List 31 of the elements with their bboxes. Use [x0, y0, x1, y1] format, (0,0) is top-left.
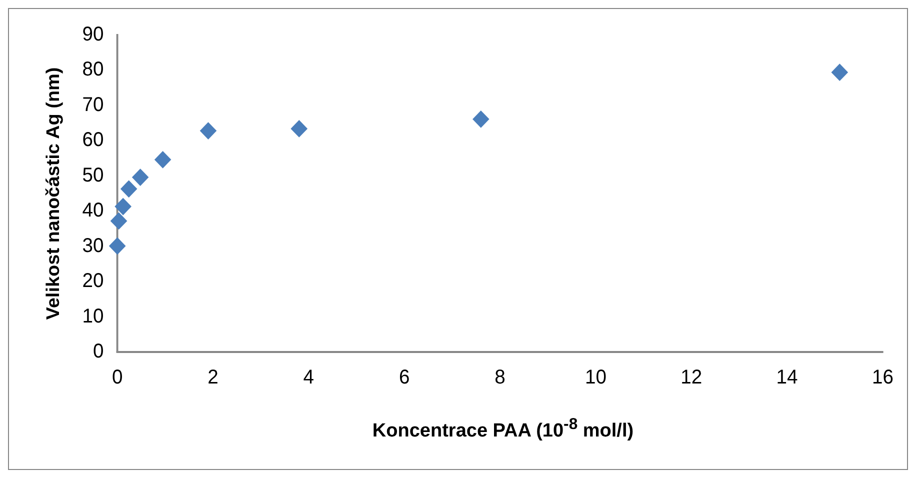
y-tick-label: 30 — [82, 234, 104, 257]
point — [154, 151, 172, 168]
x-tick-label: 12 — [680, 366, 702, 389]
y-tick-label: 20 — [82, 270, 104, 292]
point — [109, 237, 126, 254]
y-tick-label: 50 — [82, 164, 104, 186]
x-tick-label: 16 — [872, 366, 894, 389]
y-tick-label: 40 — [82, 199, 104, 222]
point — [120, 180, 138, 198]
x-tick-label: 4 — [303, 366, 314, 389]
y-tick-label: 60 — [82, 128, 104, 152]
point — [114, 198, 132, 216]
y-tick-label: 80 — [82, 58, 104, 81]
y-tick-label: 70 — [82, 94, 104, 116]
point — [831, 64, 848, 81]
y-axis-title: Velikost nanočástic Ag (nm) — [42, 67, 63, 320]
point — [472, 110, 490, 128]
point — [132, 168, 149, 186]
x-tick-label: 2 — [208, 366, 218, 389]
x-axis-title: Koncentrace PAA (10$^{-8}$ mol/l) — [371, 416, 635, 442]
y-tick-label: 10 — [82, 305, 104, 328]
y-tick-label: 0 — [93, 340, 104, 363]
point — [290, 120, 308, 138]
y-tick-label: 90 — [82, 23, 104, 46]
x-tick-label: 0 — [112, 366, 123, 389]
x-tick-label: 10 — [584, 366, 607, 389]
x-tick-label: 8 — [494, 366, 506, 389]
point — [200, 122, 216, 140]
x-tick-label: 14 — [776, 366, 798, 389]
point — [110, 212, 127, 230]
x-tick-label: 6 — [398, 366, 410, 389]
